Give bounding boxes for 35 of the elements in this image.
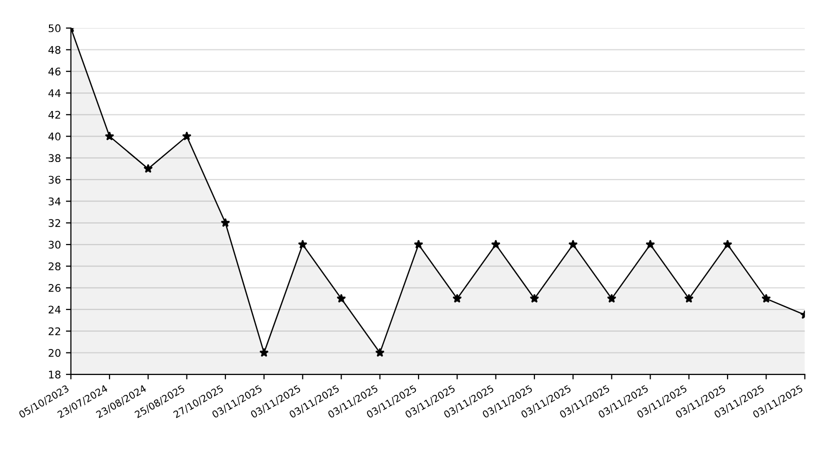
point	[452, 294, 462, 303]
point	[375, 348, 385, 357]
y-tick-label: 18	[49, 370, 60, 379]
y-tick-label: 38	[48, 154, 60, 162]
y-tick-label: 26	[48, 284, 61, 292]
point	[684, 294, 694, 303]
point	[259, 348, 269, 357]
y-tick-label: 48	[48, 46, 60, 54]
y-tick-label: 30	[48, 240, 60, 249]
y-tick-label: 32	[48, 219, 60, 227]
point	[143, 164, 153, 173]
point	[530, 294, 540, 303]
point	[491, 240, 500, 249]
point	[607, 294, 616, 303]
y-tick-label: 50	[48, 24, 60, 32]
point	[336, 294, 346, 303]
point	[298, 240, 308, 249]
y-tick-label: 40	[48, 132, 60, 140]
point	[568, 240, 578, 249]
y-tick-label: 22	[48, 327, 60, 336]
y-tick-label: 20	[48, 348, 60, 357]
y-tick-label: 34	[48, 197, 61, 206]
y-tick-label: 42	[48, 110, 60, 119]
point	[220, 218, 230, 227]
y-tick-label: 46	[48, 68, 61, 76]
y-tick-label: 44	[48, 89, 61, 97]
point	[104, 131, 114, 140]
point	[414, 240, 424, 249]
point	[646, 240, 655, 249]
point	[722, 240, 732, 249]
y-tick-label: 24	[48, 306, 61, 314]
point	[762, 294, 771, 303]
y-tick-label: 36	[48, 176, 61, 184]
point	[182, 131, 192, 140]
y-tick-label: 28	[48, 262, 60, 270]
